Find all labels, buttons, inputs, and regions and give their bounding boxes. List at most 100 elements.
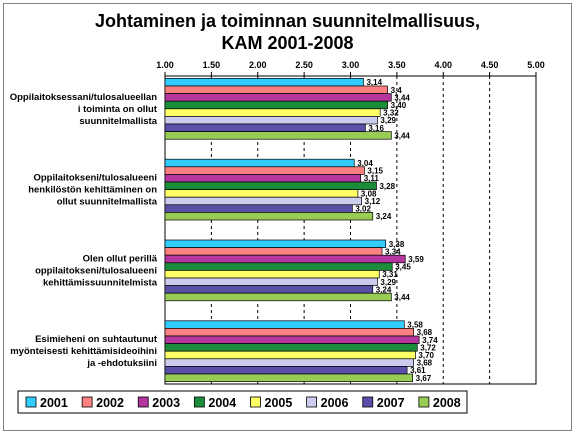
data-label: 3,45 [395, 263, 411, 272]
x-tick-label: 2.00 [249, 60, 267, 70]
category-label: Olen ollut perillä [83, 253, 158, 264]
data-label: 3,29 [380, 278, 396, 287]
legend-swatch-2005 [250, 396, 261, 408]
bar-2007 [164, 204, 353, 213]
bar-2004 [164, 343, 418, 352]
data-label: 3,02 [355, 205, 371, 214]
bar-2004 [164, 181, 377, 190]
chart-title-line-1: Johtaminen ja toiminnan suunnitelmallisu… [94, 11, 481, 31]
x-tick-label: 3.50 [388, 60, 406, 70]
category-label: kehittämissuunnitelmista [43, 277, 158, 288]
category-label: i toiminta on ollut [78, 104, 158, 115]
x-tick-label: 2.50 [295, 60, 313, 70]
data-label: 3,32 [383, 109, 399, 118]
bar-2004 [164, 100, 388, 110]
data-label: 3,34 [385, 247, 401, 256]
data-label: 3,29 [380, 116, 396, 125]
legend-swatch-2006 [306, 396, 318, 408]
bar-2002 [164, 247, 383, 256]
data-label: 3,15 [367, 167, 383, 176]
bar-2005 [164, 350, 416, 360]
bar-2005 [164, 189, 359, 198]
category-label: Esimieheni on suhtautunut [35, 334, 158, 345]
data-label: 3,44 [394, 293, 410, 302]
bar-2005 [164, 270, 380, 279]
legend-label-2003: 2003 [152, 396, 180, 410]
legend-label-2001: 2001 [40, 396, 68, 410]
category-label: ollut suunnitelmallista [57, 197, 158, 208]
bar-2002 [164, 166, 365, 175]
bar-2005 [164, 108, 381, 117]
x-tick-label: 5.00 [527, 60, 545, 70]
data-label: 3,61 [410, 366, 426, 375]
legend-label-2002: 2002 [96, 396, 124, 410]
x-tick-label: 1.50 [203, 60, 221, 70]
bar-2006 [164, 116, 378, 125]
bar-2001 [164, 158, 355, 168]
chart-title: Johtaminen ja toiminnan suunnitelmallisu… [4, 10, 571, 54]
bar-2007 [164, 123, 366, 132]
legend [17, 390, 468, 414]
data-label: 3,28 [379, 182, 395, 191]
bar-2002 [164, 85, 388, 94]
legend-swatch-2004 [193, 396, 205, 408]
category-label: myönteisesti kehittämisideoihini [10, 346, 157, 357]
bar-2006 [164, 196, 362, 206]
bar-2002 [164, 328, 414, 337]
bar-2008 [164, 212, 374, 221]
bar-2001 [164, 320, 405, 329]
data-label: 3,72 [420, 343, 436, 352]
bar-2008 [164, 373, 413, 382]
bar-2006 [164, 277, 378, 286]
data-label: 3,12 [365, 197, 381, 206]
bar-2003 [164, 174, 362, 183]
data-label: 3,44 [394, 131, 410, 140]
bar-2006 [164, 358, 414, 367]
data-label: 3,40 [391, 101, 407, 110]
x-tick-label: 1.00 [156, 60, 174, 70]
bar-2008 [164, 292, 392, 302]
bar-2004 [164, 262, 393, 271]
data-label: 3,14 [366, 78, 382, 87]
data-label: 3,44 [394, 93, 410, 102]
x-tick-label: 3.00 [342, 60, 360, 70]
data-label: 3,08 [361, 189, 377, 198]
data-label: 3,24 [376, 285, 392, 294]
legend-label-2005: 2005 [265, 396, 293, 410]
data-label: 3,74 [422, 336, 438, 345]
legend-swatch-2007 [362, 396, 374, 408]
data-label: 3,38 [389, 240, 405, 249]
bar-2003 [164, 254, 406, 264]
category-label: ja -ehdotuksiini [86, 358, 157, 369]
legend-swatch-2003 [137, 396, 149, 408]
bar-2008 [164, 131, 392, 140]
category-label: henkilöstön kehittäminen on [28, 185, 157, 196]
bar-2001 [164, 78, 364, 87]
x-tick-label: 4.50 [481, 60, 499, 70]
legend-swatch-2008 [418, 396, 430, 408]
data-label: 3,68 [417, 359, 433, 368]
legend-swatch-2001 [25, 396, 37, 408]
legend-label-2008: 2008 [433, 396, 461, 410]
data-label: 3,11 [364, 174, 380, 183]
category-label: suunnitelmallista [79, 116, 157, 127]
legend-label-2006: 2006 [321, 396, 349, 410]
category-label: Oppilaitoksessani/tulosalueellan [10, 92, 157, 103]
bar-2001 [164, 239, 387, 248]
data-label: 3,59 [408, 255, 424, 264]
x-tick-label: 4.00 [434, 60, 452, 70]
data-label: 3,24 [376, 212, 392, 221]
category-label: Oppilaitokseni/tulosalueeni [33, 173, 157, 184]
legend-label-2004: 2004 [208, 396, 236, 410]
legend-swatch-2002 [81, 396, 93, 408]
legend-label-2007: 2007 [377, 396, 405, 410]
chart-title-line-2: KAM 2001-2008 [221, 33, 354, 53]
data-label: 3,31 [382, 270, 398, 279]
data-label: 3,67 [416, 374, 432, 383]
bar-2003 [164, 93, 392, 102]
bar-2007 [164, 285, 374, 294]
category-label: oppilaitokseni/tulosalueeni [35, 265, 157, 276]
bar-2007 [164, 366, 408, 375]
data-label: 3,70 [418, 351, 434, 360]
